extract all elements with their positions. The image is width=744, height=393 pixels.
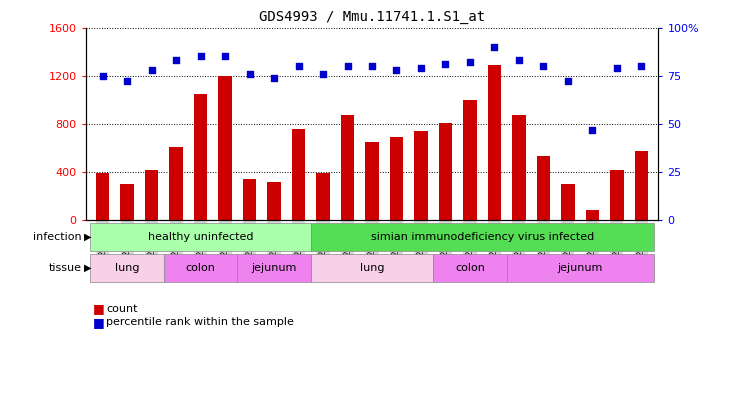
Bar (507, 254, 653, 282)
Bar (194, 94, 208, 220)
Bar (390, 137, 403, 220)
Point (586, 127, 598, 133)
Point (317, 71, 329, 77)
Bar (267, 182, 280, 220)
Point (635, 63, 647, 69)
Bar (586, 211, 599, 220)
Bar (610, 169, 623, 220)
Text: lung: lung (360, 263, 384, 273)
Bar (243, 179, 257, 220)
Text: ■: ■ (93, 302, 105, 315)
Bar (433, 254, 507, 282)
Bar (635, 151, 648, 220)
Text: infection: infection (33, 232, 82, 242)
Point (415, 65, 427, 71)
Bar (464, 100, 477, 220)
Point (292, 63, 304, 69)
Text: jejunum: jejunum (251, 263, 297, 273)
Bar (536, 156, 550, 220)
Text: jejunum: jejunum (557, 263, 603, 273)
Point (391, 67, 403, 73)
Text: lung: lung (115, 263, 139, 273)
Point (562, 78, 574, 84)
Bar (91, 254, 164, 282)
Text: healthy uninfected: healthy uninfected (148, 232, 254, 242)
Text: colon: colon (186, 263, 216, 273)
Bar (96, 173, 109, 220)
Text: ▶: ▶ (84, 263, 92, 273)
Bar (487, 65, 501, 220)
Point (513, 57, 525, 63)
Bar (145, 169, 158, 220)
Point (440, 61, 452, 67)
Bar (121, 184, 134, 220)
Bar (341, 116, 354, 220)
Bar (91, 222, 311, 251)
Point (121, 78, 133, 84)
Point (268, 74, 280, 81)
Text: simian immunodeficiency virus infected: simian immunodeficiency virus infected (371, 232, 594, 242)
Text: GDS4993 / Mmu.11741.1.S1_at: GDS4993 / Mmu.11741.1.S1_at (259, 10, 485, 24)
Point (97, 72, 109, 79)
Text: count: count (106, 303, 138, 314)
Bar (311, 222, 653, 251)
Point (537, 63, 549, 69)
Bar (164, 254, 237, 282)
Text: colon: colon (455, 263, 485, 273)
Point (341, 63, 353, 69)
Bar (237, 254, 311, 282)
Bar (561, 184, 574, 220)
Point (366, 63, 378, 69)
Text: ■: ■ (93, 316, 105, 329)
Bar (170, 147, 183, 220)
Bar (512, 116, 525, 220)
Bar (219, 75, 232, 220)
Bar (292, 129, 305, 220)
Bar (316, 173, 330, 220)
Point (464, 59, 476, 65)
Point (195, 53, 207, 59)
Text: tissue: tissue (49, 263, 82, 273)
Point (489, 44, 501, 50)
Bar (439, 123, 452, 220)
Point (146, 67, 158, 73)
Text: ▶: ▶ (84, 232, 92, 242)
Point (243, 71, 255, 77)
Bar (414, 131, 428, 220)
Point (219, 53, 231, 59)
Text: percentile rank within the sample: percentile rank within the sample (106, 317, 295, 327)
Point (170, 57, 182, 63)
Point (611, 65, 623, 71)
Bar (311, 254, 433, 282)
Bar (365, 142, 379, 220)
